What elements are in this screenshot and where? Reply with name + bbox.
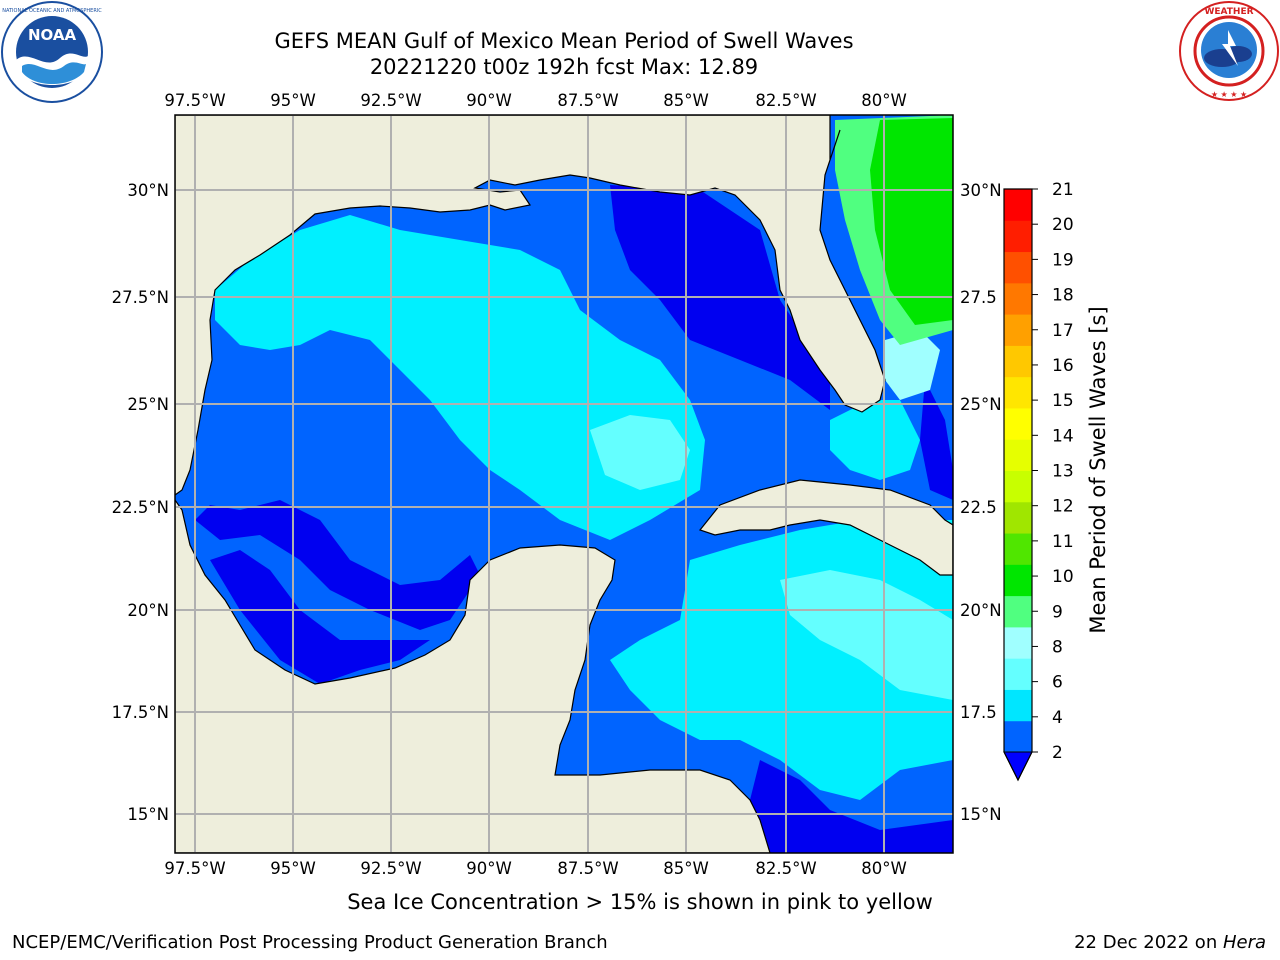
land-mexico <box>175 498 771 853</box>
lon-tick-top: 87.5°W <box>557 91 618 110</box>
colorbar-swatch <box>1004 251 1032 284</box>
lat-tick-left: 30°N <box>127 181 169 200</box>
lat-tick-left: 22.5°N <box>112 498 169 517</box>
colorbar-tick-label: 19 <box>1052 250 1074 270</box>
lon-tick-top: 92.5°W <box>360 91 421 110</box>
colorbar-under-extension <box>1003 751 1033 782</box>
lat-tick-right: 25°N <box>960 395 1002 414</box>
nws-logo-icon: WEATHER ★ ★ ★ ★ <box>1179 1 1279 101</box>
svg-text:NOAA: NOAA <box>28 26 77 44</box>
colorbar-swatch <box>1004 407 1032 440</box>
colorbar-tick-label: 6 <box>1052 673 1063 693</box>
lat-tick-left: 20°N <box>127 601 169 620</box>
sea-ice-note: Sea Ice Concentration > 15% is shown in … <box>347 890 933 914</box>
colorbar-swatch <box>1004 564 1032 597</box>
field-region-6to8s-a <box>590 415 690 490</box>
colorbar-tick-label: 20 <box>1052 215 1074 235</box>
chart-title: GEFS MEAN Gulf of Mexico Mean Period of … <box>274 29 854 53</box>
field-region-6to8s-b <box>780 570 953 700</box>
colorbar-tick-label: 15 <box>1052 391 1074 411</box>
lat-tick-left: 17.5°N <box>112 703 169 722</box>
lon-tick-bottom: 80°W <box>861 859 907 878</box>
colorbar-swatch <box>1004 314 1032 346</box>
svg-text:WEATHER: WEATHER <box>1204 7 1253 17</box>
lat-tick-right: 17.5 <box>960 703 997 722</box>
host-name: Hera <box>1222 932 1266 953</box>
map-graticule <box>175 115 953 853</box>
credit-text: NCEP/EMC/Verification Post Processing Pr… <box>12 932 608 953</box>
lat-tick-left: 27.5°N <box>112 288 169 307</box>
colorbar-tick-label: 2 <box>1052 743 1063 763</box>
field-region-under-2s-west <box>195 500 480 630</box>
colorbar-frame <box>1003 188 1033 782</box>
colorbar-swatch <box>1004 720 1032 753</box>
colorbar: 2 4 6 8 9 10 11 12 13 14 15 16 17 18 19 20 21 <box>1003 180 1074 782</box>
lon-tick-bottom: 92.5°W <box>360 859 421 878</box>
colorbar-tick-label: 13 <box>1052 462 1074 482</box>
colorbar-swatch <box>1004 345 1032 378</box>
colorbar-swatch <box>1004 626 1032 659</box>
colorbar-tick-label: 4 <box>1052 708 1063 728</box>
lon-tick-top: 82.5°W <box>755 91 816 110</box>
colorbar-swatch <box>1004 595 1032 628</box>
lat-tick-right: 30°N <box>960 181 1002 200</box>
colorbar-tick-label: 14 <box>1052 426 1074 446</box>
colorbar-swatch <box>1004 658 1032 690</box>
colorbar-swatch <box>1004 689 1032 722</box>
colorbar-tick-label: 17 <box>1052 321 1074 341</box>
colorbar-label: Mean Period of Swell Waves [s] <box>1086 306 1110 633</box>
lat-tick-left: 15°N <box>127 805 169 824</box>
colorbar-tick-label: 12 <box>1052 497 1074 517</box>
colorbar-tick-label: 10 <box>1052 567 1074 587</box>
colorbar-swatch <box>1004 189 1032 221</box>
date-stamp: 22 Dec 2022 on Hera <box>1074 932 1266 953</box>
field-region-4to6s-strait <box>830 400 920 480</box>
colorbar-tick-label: 21 <box>1052 180 1074 200</box>
lon-tick-bottom: 85°W <box>663 859 709 878</box>
colorbar-tick-label: 18 <box>1052 286 1074 306</box>
field-region-8to9s <box>885 330 940 400</box>
colorbar-swatch <box>1004 501 1032 534</box>
colorbar-tick-label: 9 <box>1052 602 1063 622</box>
map-plot-area <box>175 115 953 853</box>
svg-text:★ ★ ★ ★: ★ ★ ★ ★ <box>1211 90 1247 99</box>
colorbar-swatch <box>1004 439 1032 471</box>
lon-tick-top: 97.5°W <box>164 91 225 110</box>
land-cuba <box>698 479 953 576</box>
lat-tick-right: 22.5 <box>960 498 997 517</box>
lon-tick-bottom: 82.5°W <box>755 859 816 878</box>
chart-subtitle: 20221220 t00z 192h fcst Max: 12.89 <box>369 55 759 79</box>
field-region-10to11s-atlantic <box>870 118 953 325</box>
lon-tick-bottom: 97.5°W <box>164 859 225 878</box>
lon-tick-top: 95°W <box>270 91 316 110</box>
lon-tick-top: 80°W <box>861 91 907 110</box>
colorbar-swatch <box>1004 282 1032 315</box>
noaa-logo-icon: NOAA NATIONAL OCEANIC AND ATMOSPHERIC <box>1 1 103 103</box>
colorbar-swatch <box>1004 470 1032 503</box>
lon-tick-bottom: 90°W <box>466 859 512 878</box>
colorbar-tick-label: 11 <box>1052 532 1074 552</box>
lat-tick-left: 25°N <box>127 395 169 414</box>
svg-text:NATIONAL OCEANIC AND ATMOSPHER: NATIONAL OCEANIC AND ATMOSPHERIC <box>2 8 102 14</box>
colorbar-swatch <box>1004 376 1032 409</box>
field-region-under-2s-caribbean <box>740 760 953 853</box>
lon-tick-top: 85°W <box>663 91 709 110</box>
lat-tick-right: 15°N <box>960 805 1002 824</box>
lon-tick-bottom: 95°W <box>270 859 316 878</box>
land-usa <box>175 115 886 496</box>
lon-tick-top: 90°W <box>466 91 512 110</box>
colorbar-swatch <box>1004 533 1032 565</box>
colorbar-swatch <box>1004 220 1032 253</box>
lat-tick-right: 20°N <box>960 601 1002 620</box>
field-region-under-2s-south <box>210 550 430 684</box>
colorbar-tick-label: 8 <box>1052 637 1063 657</box>
lat-tick-right: 27.5 <box>960 288 997 307</box>
lon-tick-bottom: 87.5°W <box>557 859 618 878</box>
map-frame <box>174 114 954 854</box>
colorbar-tick-label: 16 <box>1052 356 1074 376</box>
field-region-under-2s-atlantic <box>920 380 953 500</box>
